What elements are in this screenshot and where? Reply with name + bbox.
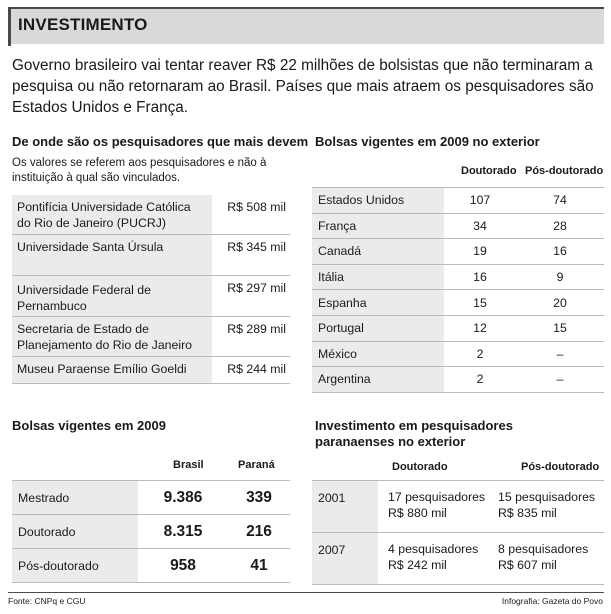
country-name: Espanha — [312, 290, 444, 315]
level-name: Doutorado — [12, 515, 138, 548]
exterior-header-pos: Pós-doutorado — [525, 165, 604, 177]
pos-count: 28 — [553, 218, 567, 233]
doutorado-count: 15 — [473, 295, 487, 310]
table-row: Mestrado 9.386 339 — [12, 481, 290, 515]
pos-cell: 15 pesquisadores R$ 835 mil — [492, 481, 604, 532]
exterior-title: Bolsas vigentes em 2009 no exterior — [315, 134, 540, 149]
debt-value: R$ 508 mil — [227, 200, 286, 214]
year: 2001 — [312, 481, 378, 532]
doutorado-count: 2 — [476, 346, 484, 361]
pos-count: – — [556, 346, 564, 361]
infographic-credit: Infografia: Gazeta do Povo — [501, 596, 603, 606]
institution-name: Pontifícia Universidade Católica do Rio … — [12, 195, 212, 234]
bolsas2009-header-brasil: Brasil — [173, 459, 204, 471]
pos-count: 15 pesquisadores — [498, 490, 596, 504]
investimento-title-line1: Investimento em pesquisadores — [315, 418, 513, 433]
exterior-header-doutorado: Doutorado — [461, 165, 517, 177]
institution-name: Museu Paraense Emílio Goeldi — [12, 357, 212, 383]
institution-name: Universidade Santa Úrsula — [12, 235, 212, 275]
bolsas2009-table: Mestrado 9.386 339 Doutorado 8.315 216 P… — [12, 480, 290, 583]
table-row: Espanha 15 20 — [312, 290, 604, 316]
pos-count: 9 — [556, 270, 564, 285]
investimento-title-line2: paranaenses no exterior — [315, 434, 466, 449]
brasil-count: 958 — [170, 556, 196, 574]
parana-count: 339 — [246, 488, 272, 506]
doutorado-value: R$ 880 mil — [388, 506, 447, 520]
pos-count: – — [556, 372, 564, 387]
country-name: Argentina — [312, 367, 444, 392]
debt-value: R$ 345 mil — [227, 240, 286, 254]
doutorado-count: 4 pesquisadores — [388, 542, 479, 556]
header-accent — [8, 9, 11, 46]
bottom-divider — [8, 592, 604, 593]
bolsas2009-title: Bolsas vigentes em 2009 — [12, 418, 166, 433]
country-name: Portugal — [312, 315, 444, 341]
researchers-table: Pontifícia Universidade Católica do Rio … — [12, 195, 290, 384]
institution-name: Universidade Federal de Pernambuco — [12, 276, 212, 316]
pos-count: 16 — [553, 244, 567, 259]
doutorado-count: 107 — [469, 193, 491, 208]
table-row: França 34 28 — [312, 213, 604, 240]
doutorado-count: 16 — [473, 270, 487, 285]
pos-count: 20 — [553, 295, 567, 310]
source-credit: Fonte: CNPq e CGU — [8, 596, 86, 606]
parana-count: 41 — [250, 556, 268, 574]
table-row: México 2 – — [312, 341, 604, 368]
pos-count: 15 — [553, 321, 567, 336]
bolsas2009-header-parana: Paraná — [238, 459, 275, 471]
table-row: Pontifícia Universidade Católica do Rio … — [12, 195, 290, 235]
debt-value: R$ 289 mil — [227, 322, 286, 336]
pos-count: 8 pesquisadores — [498, 542, 589, 556]
country-name: França — [312, 213, 444, 239]
table-row: 2001 17 pesquisadores R$ 880 mil 15 pesq… — [312, 481, 604, 533]
country-name: Canadá — [312, 239, 444, 264]
researchers-title: De onde são os pesquisadores que mais de… — [12, 134, 309, 149]
pos-count: 74 — [553, 193, 567, 208]
country-name: Estados Unidos — [312, 188, 444, 213]
table-row: Estados Unidos 107 74 — [312, 188, 604, 214]
doutorado-cell: 4 pesquisadores R$ 242 mil — [378, 533, 492, 584]
table-row: Itália 16 9 — [312, 264, 604, 291]
header-bar: INVESTIMENTO — [8, 7, 604, 46]
researchers-note: Os valores se referem aos pesquisadores … — [12, 157, 267, 184]
level-name: Mestrado — [12, 481, 138, 514]
doutorado-value: R$ 242 mil — [388, 558, 447, 572]
table-row: Secretaria de Estado de Planejamento do … — [12, 317, 290, 357]
table-row: Pós-doutorado 958 41 — [12, 549, 290, 583]
doutorado-count: 34 — [473, 218, 487, 233]
year: 2007 — [312, 533, 378, 584]
exterior-table: Estados Unidos 107 74 França 34 28 Canad… — [312, 187, 604, 393]
debt-value: R$ 244 mil — [227, 362, 286, 376]
pos-cell: 8 pesquisadores R$ 607 mil — [492, 533, 604, 584]
investimento-table: 2001 17 pesquisadores R$ 880 mil 15 pesq… — [312, 480, 604, 585]
lead-paragraph: Governo brasileiro vai tentar reaver R$ … — [12, 57, 594, 116]
table-row: Universidade Santa Úrsula R$ 345 mil — [12, 235, 290, 276]
brasil-count: 8.315 — [163, 522, 203, 540]
table-row: Museu Paraense Emílio Goeldi R$ 244 mil — [12, 357, 290, 384]
debt-value: R$ 297 mil — [227, 281, 286, 295]
country-name: Itália — [312, 264, 444, 290]
doutorado-count: 12 — [473, 321, 487, 336]
pos-value: R$ 835 mil — [498, 506, 557, 520]
investimento-header-doutorado: Doutorado — [392, 461, 448, 473]
country-name: México — [312, 341, 444, 367]
table-row: Universidade Federal de Pernambuco R$ 29… — [12, 276, 290, 317]
brasil-count: 9.386 — [163, 488, 203, 506]
table-row: Doutorado 8.315 216 — [12, 515, 290, 549]
doutorado-count: 2 — [476, 372, 484, 387]
doutorado-count: 17 pesquisadores — [388, 490, 486, 504]
pos-value: R$ 607 mil — [498, 558, 557, 572]
institution-name: Secretaria de Estado de Planejamento do … — [12, 317, 212, 356]
level-name: Pós-doutorado — [12, 549, 138, 582]
page-title: INVESTIMENTO — [18, 15, 148, 34]
table-row: Canadá 19 16 — [312, 239, 604, 265]
parana-count: 216 — [246, 522, 272, 540]
investimento-header-pos: Pós-doutorado — [521, 461, 600, 473]
doutorado-count: 19 — [473, 244, 487, 259]
doutorado-cell: 17 pesquisadores R$ 880 mil — [378, 481, 492, 532]
table-row: Argentina 2 – — [312, 367, 604, 393]
table-row: 2007 4 pesquisadores R$ 242 mil 8 pesqui… — [312, 533, 604, 585]
table-row: Portugal 12 15 — [312, 315, 604, 342]
